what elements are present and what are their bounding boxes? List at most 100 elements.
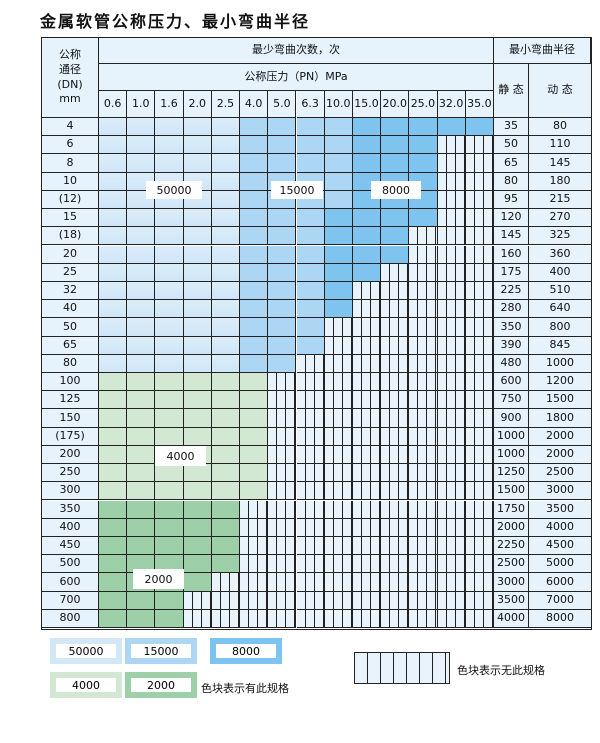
spec-cell-50000 xyxy=(127,227,156,246)
radius-header: 最小弯曲半径 xyxy=(494,38,591,64)
spec-cell-15000 xyxy=(296,154,325,173)
spec-cell-8000 xyxy=(352,209,382,228)
no-spec-cell xyxy=(183,609,212,628)
no-spec-cell xyxy=(381,354,410,373)
dn-cell: 200 xyxy=(42,445,99,465)
spec-cell-8000 xyxy=(409,154,438,173)
dn-header: 公称 通径 (DN) mm xyxy=(42,38,99,118)
legend-has-spec-text: 色块表示有此规格 xyxy=(201,682,289,695)
spec-cell-4000 xyxy=(127,445,156,465)
no-spec-cell xyxy=(324,445,353,465)
spec-cell-4000 xyxy=(240,464,269,483)
spec-cell-4000 xyxy=(183,464,212,483)
spec-cell-50000 xyxy=(211,118,241,137)
no-spec-cell xyxy=(268,500,297,519)
no-spec-cell xyxy=(437,336,466,355)
no-spec-cell xyxy=(437,536,466,556)
no-spec-cell xyxy=(465,555,494,574)
no-spec-cell xyxy=(381,427,410,446)
spec-cell-8000 xyxy=(381,154,410,173)
spec-cell-4000 xyxy=(240,409,269,428)
spec-cell-8000 xyxy=(352,136,382,155)
no-spec-cell xyxy=(324,409,353,428)
spec-cell-8000 xyxy=(352,245,382,264)
dynamic-header: 动 态 xyxy=(529,64,591,118)
spec-cell-50000 xyxy=(155,209,184,228)
pressure-col-header: 5.0 xyxy=(268,91,297,118)
no-spec-cell xyxy=(437,464,466,483)
no-spec-cell xyxy=(352,482,382,501)
no-spec-cell xyxy=(268,391,297,410)
no-spec-cell xyxy=(352,373,382,392)
pressure-col-header: 32.0 xyxy=(437,91,466,118)
spec-cell-8000 xyxy=(324,227,353,246)
spec-cell-50000 xyxy=(211,154,241,173)
no-spec-cell xyxy=(465,373,494,392)
spec-cell-15000 xyxy=(268,281,297,301)
spec-cell-8000 xyxy=(324,281,353,301)
spec-cell-4000 xyxy=(155,464,184,483)
static-radius-cell: 1500 xyxy=(494,482,529,501)
no-spec-cell xyxy=(296,573,325,592)
spec-cell-8000 xyxy=(381,118,410,137)
spec-cell-2000 xyxy=(155,609,184,628)
no-spec-cell xyxy=(381,536,410,556)
spec-cell-50000 xyxy=(211,190,241,210)
dn-cell: 100 xyxy=(42,373,99,392)
spec-cell-4000 xyxy=(240,427,269,446)
spec-cell-2000 xyxy=(127,536,156,556)
spec-cell-4000 xyxy=(211,391,241,410)
pressure-col-header: 2.5 xyxy=(211,91,241,118)
no-spec-cell xyxy=(352,354,382,373)
spec-cell-4000 xyxy=(183,373,212,392)
spec-cell-50000 xyxy=(211,263,241,282)
spec-cell-4000 xyxy=(155,409,184,428)
pressure-col-header: 10.0 xyxy=(324,91,353,118)
spec-cell-15000 xyxy=(240,300,269,319)
no-spec-cell xyxy=(352,591,382,610)
spec-cell-15000 xyxy=(324,190,353,210)
spec-cell-50000 xyxy=(211,172,241,191)
static-radius-cell: 160 xyxy=(494,245,529,264)
spec-cell-8000 xyxy=(324,300,353,319)
no-spec-cell xyxy=(296,464,325,483)
spec-cell-15000 xyxy=(268,263,297,282)
no-spec-cell xyxy=(296,482,325,501)
spec-cell-4000 xyxy=(99,464,128,483)
no-spec-cell xyxy=(381,318,410,337)
static-radius-cell: 50 xyxy=(494,136,529,155)
region-label-2000: 2000 xyxy=(133,569,184,589)
spec-cell-50000 xyxy=(127,136,156,155)
no-spec-cell xyxy=(268,518,297,537)
spec-cell-4000 xyxy=(211,482,241,501)
spec-cell-15000 xyxy=(296,245,325,264)
spec-cell-4000 xyxy=(99,391,128,410)
no-spec-cell xyxy=(437,500,466,519)
spec-cell-2000 xyxy=(99,518,128,537)
spec-cell-4000 xyxy=(155,391,184,410)
dn-cell: 6 xyxy=(42,136,99,155)
spec-cell-4000 xyxy=(155,482,184,501)
no-spec-cell xyxy=(381,263,410,282)
no-spec-cell xyxy=(268,373,297,392)
no-spec-cell xyxy=(409,464,438,483)
no-spec-cell xyxy=(296,518,325,537)
spec-cell-2000 xyxy=(99,609,128,628)
static-radius-cell: 175 xyxy=(494,263,529,282)
no-spec-cell xyxy=(437,190,466,210)
no-spec-cell xyxy=(409,591,438,610)
no-spec-cell xyxy=(465,209,494,228)
spec-cell-15000 xyxy=(240,154,269,173)
spec-cell-50000 xyxy=(127,245,156,264)
spec-cell-50000 xyxy=(127,263,156,282)
spec-cell-50000 xyxy=(99,354,128,373)
spec-cell-4000 xyxy=(211,409,241,428)
spec-cell-4000 xyxy=(240,482,269,501)
spec-cell-50000 xyxy=(211,300,241,319)
no-spec-cell xyxy=(352,464,382,483)
spec-cell-50000 xyxy=(183,336,212,355)
spec-cell-50000 xyxy=(155,281,184,301)
spec-cell-50000 xyxy=(99,300,128,319)
no-spec-cell xyxy=(409,373,438,392)
no-spec-cell xyxy=(437,445,466,465)
